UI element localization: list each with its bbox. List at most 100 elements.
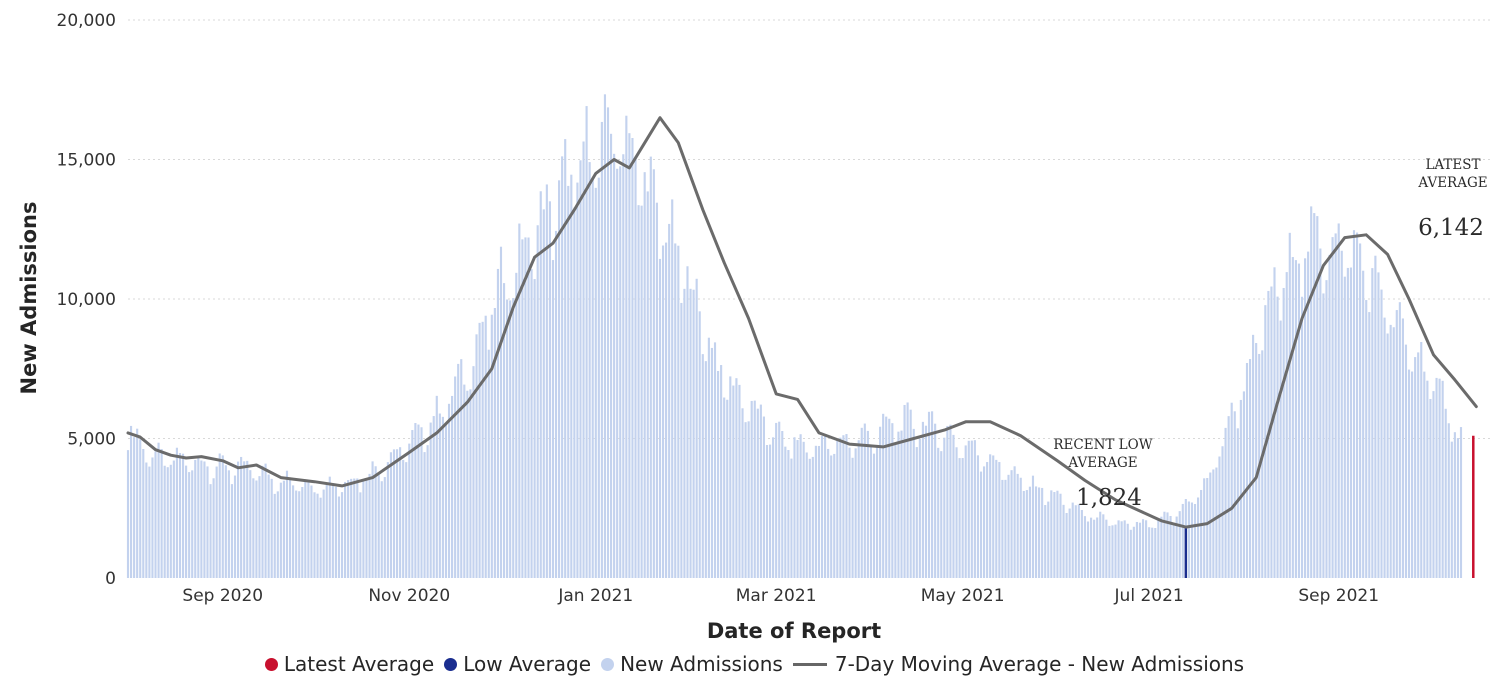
admission-bar	[894, 444, 897, 578]
legend-item-new-admissions[interactable]: New Admissions	[601, 652, 783, 676]
admission-bar	[567, 185, 570, 578]
admission-bar	[499, 246, 503, 579]
admission-bar	[817, 445, 821, 578]
admission-bar	[943, 437, 946, 578]
admission-bar	[704, 361, 707, 578]
admission-bar	[854, 448, 857, 578]
admission-bar	[322, 489, 325, 578]
admission-bar	[1028, 486, 1031, 578]
admission-bar	[582, 141, 585, 578]
admission-bar	[609, 133, 613, 579]
admission-bar	[986, 462, 989, 578]
admission-bar	[163, 465, 166, 578]
admission-bar	[261, 465, 264, 578]
admission-bar	[414, 423, 417, 578]
admission-bar	[197, 458, 200, 578]
admission-bar	[1337, 223, 1340, 578]
admission-bar	[958, 458, 961, 578]
admission-bar	[982, 466, 986, 578]
legend-item-low-average[interactable]: Low Average	[444, 652, 591, 676]
admission-bar	[1374, 255, 1377, 578]
admission-bar	[230, 484, 234, 578]
admission-bar	[212, 478, 215, 578]
admission-bar	[331, 483, 334, 578]
admission-bar	[879, 426, 882, 578]
admission-bar	[634, 156, 637, 578]
admission-bar	[487, 349, 490, 578]
admission-bar	[142, 449, 145, 578]
admission-bar	[729, 376, 732, 578]
admission-bar	[1395, 310, 1398, 578]
admission-bar	[1157, 518, 1160, 578]
admission-bar	[1166, 512, 1169, 578]
admission-bar	[995, 459, 998, 578]
legend-item-moving-average[interactable]: 7-Day Moving Average - New Admissions	[792, 652, 1244, 676]
admission-bar	[307, 482, 310, 578]
admission-bar	[1135, 521, 1138, 578]
admission-bar	[937, 447, 940, 578]
admission-bar	[671, 199, 674, 578]
admission-bar	[1294, 260, 1297, 578]
admission-bar	[603, 94, 607, 578]
admission-bar	[989, 454, 992, 578]
admission-bar	[466, 390, 469, 578]
admission-bar	[1276, 296, 1279, 578]
admission-bar	[356, 478, 359, 578]
admission-bar	[1322, 293, 1325, 578]
legend-label: Latest Average	[283, 652, 435, 676]
admission-bar	[493, 308, 496, 578]
admission-bar	[1056, 490, 1059, 578]
admission-bar	[765, 445, 769, 578]
admission-bar	[793, 437, 796, 578]
admission-bar	[909, 409, 912, 578]
admission-bar	[1080, 509, 1083, 578]
admission-bar	[992, 455, 995, 578]
admission-bar	[738, 384, 741, 578]
admission-bar	[658, 258, 662, 578]
admission-bar	[490, 314, 493, 578]
admission-bar	[1377, 272, 1380, 578]
admission-bar	[716, 370, 720, 578]
admission-bar	[524, 237, 527, 578]
admission-bar	[258, 476, 261, 578]
admission-bar	[775, 422, 778, 578]
admission-bar	[860, 427, 863, 578]
admission-bar	[282, 480, 285, 578]
admission-bar	[778, 421, 781, 578]
admission-bar	[827, 448, 830, 578]
admission-bar	[435, 395, 438, 578]
admission-bar	[576, 182, 579, 578]
legend-item-latest-average[interactable]: Latest Average	[264, 652, 435, 676]
admission-bar	[668, 223, 671, 579]
admission-bar	[1123, 520, 1126, 578]
admission-bar	[1407, 369, 1411, 578]
admission-bar	[527, 237, 530, 578]
admission-bar	[206, 466, 209, 578]
admission-bar	[1197, 497, 1200, 578]
admission-bar	[515, 272, 518, 578]
admission-bar	[1343, 276, 1346, 578]
admission-bar	[781, 431, 784, 578]
admission-bar	[509, 300, 512, 578]
admission-bar	[460, 359, 463, 578]
admission-bar	[1285, 272, 1288, 578]
admission-bar	[420, 427, 423, 578]
admission-bar	[478, 322, 481, 578]
admission-bar	[677, 245, 680, 578]
admission-bar	[160, 449, 163, 578]
y-axis-title: New Admissions	[17, 202, 41, 395]
admission-bar	[872, 453, 876, 578]
admission-bar	[768, 444, 772, 578]
admission-bar	[441, 416, 444, 578]
admission-bar	[1355, 232, 1359, 578]
admission-bar	[1077, 504, 1080, 578]
admission-bar	[665, 242, 668, 579]
recent-low-label-line1: RECENT LOW	[1053, 437, 1152, 453]
admission-bar	[1209, 472, 1212, 578]
admission-bar	[622, 154, 625, 578]
admission-bar	[1352, 230, 1356, 579]
legend-line-icon	[792, 662, 827, 666]
admission-bar	[1044, 505, 1047, 578]
admission-bar	[710, 347, 714, 578]
admission-bar	[1071, 502, 1074, 578]
